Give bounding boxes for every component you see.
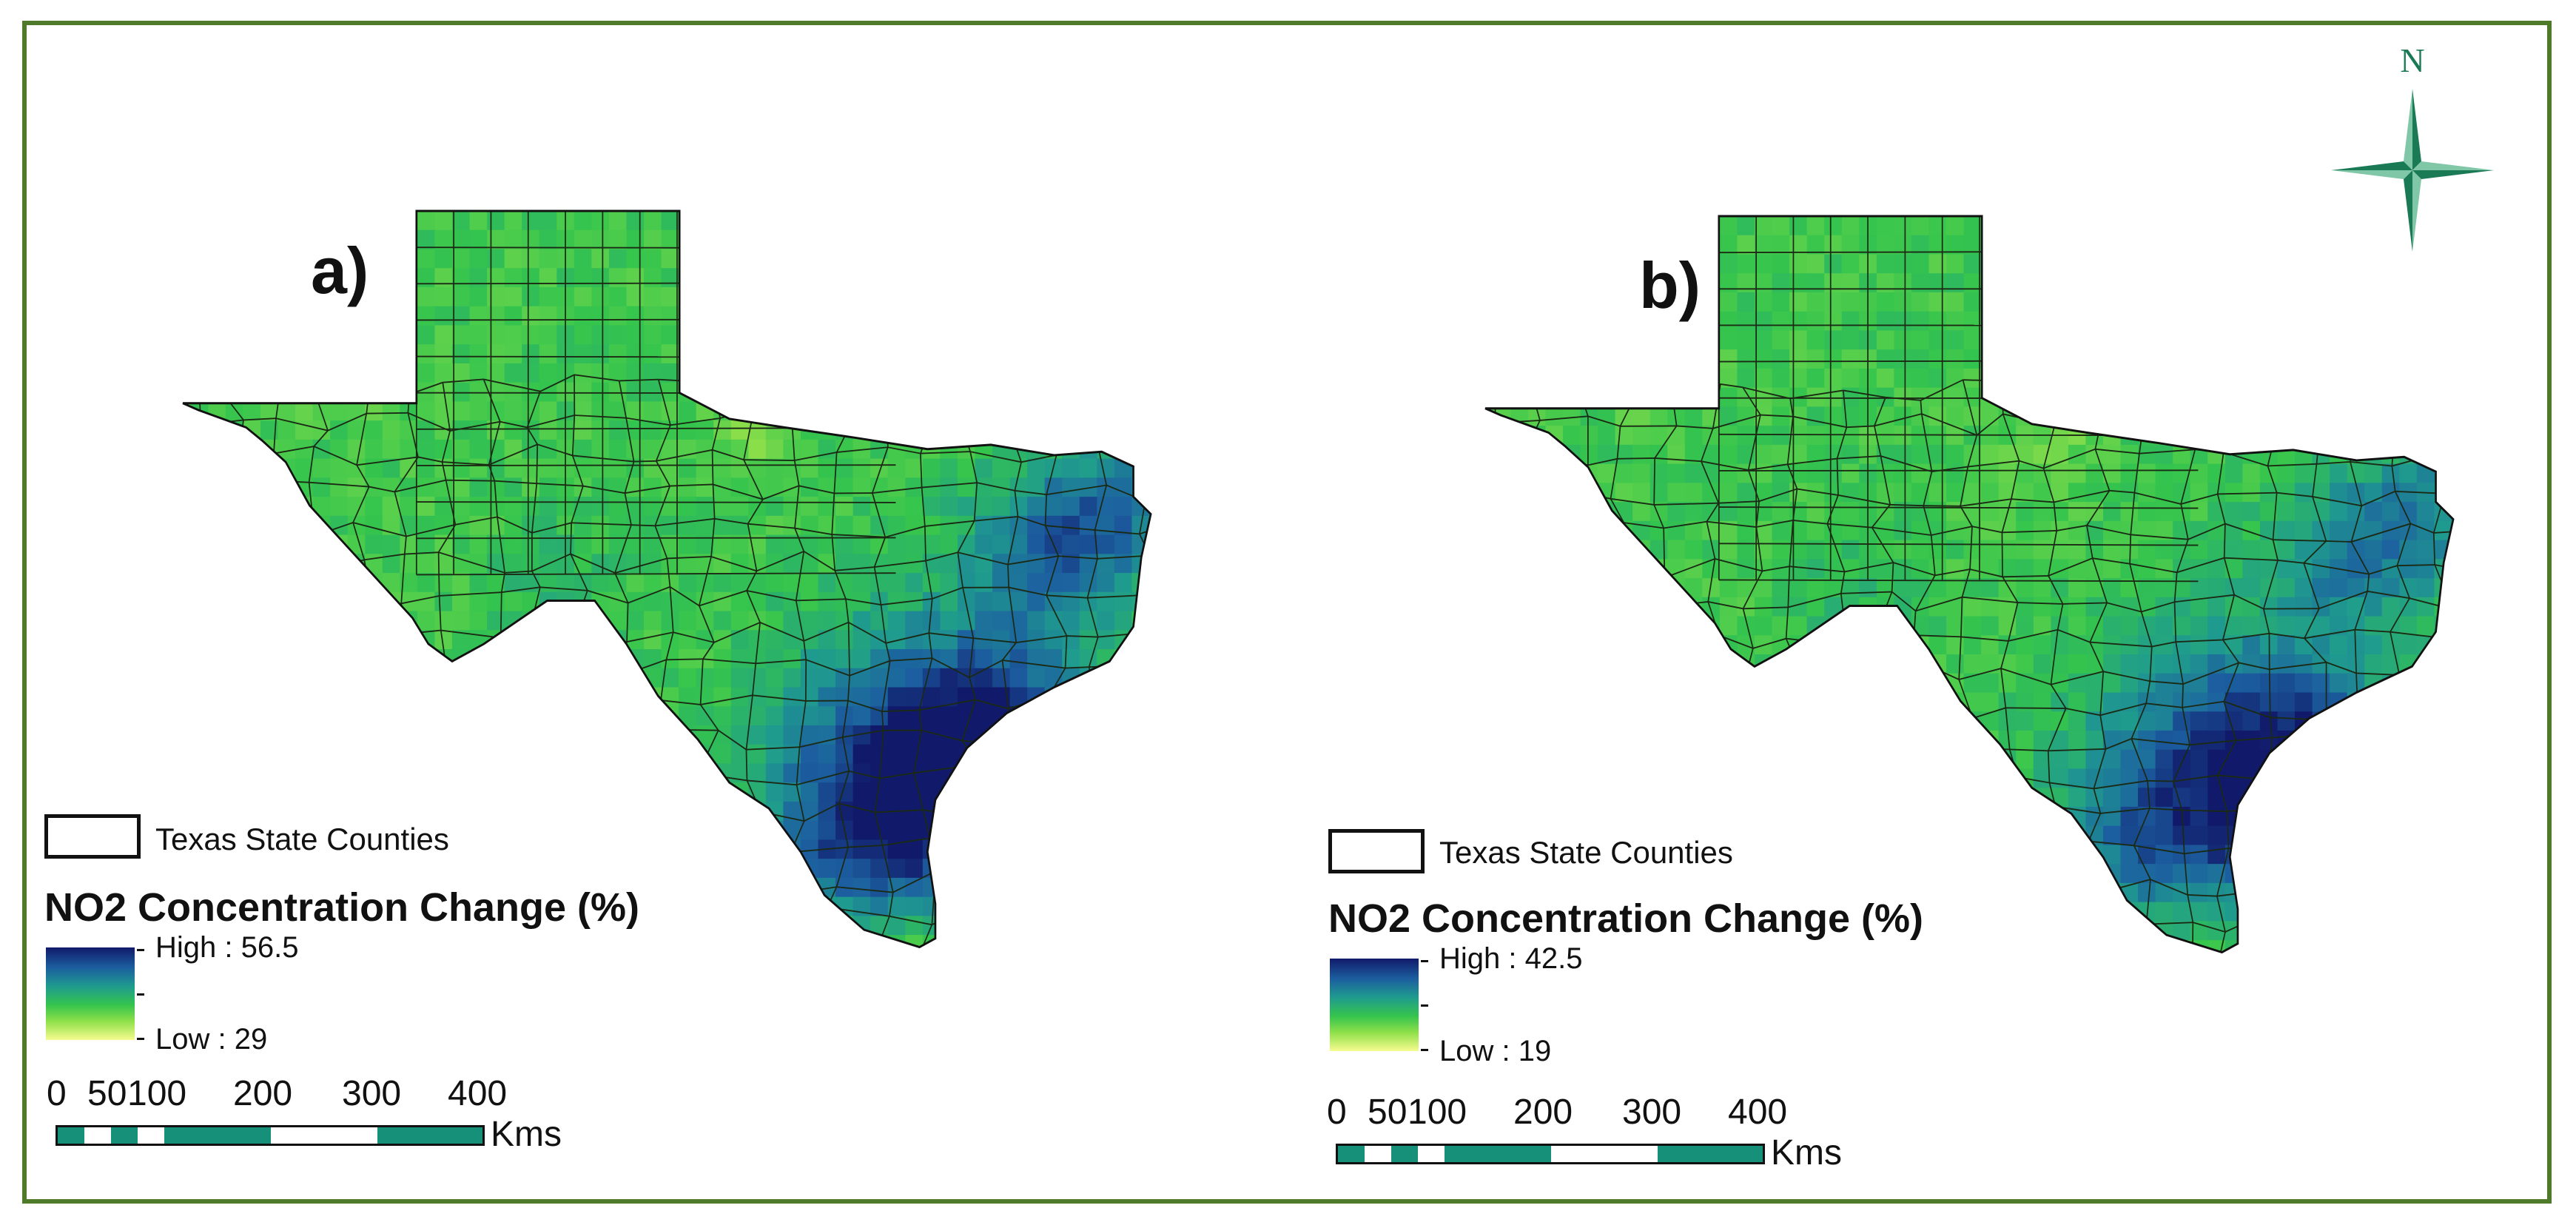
scale-bar-b: 0 50 100 200 300 400 Kms [1325, 1092, 1872, 1173]
scale-tick-300-a: 300 [342, 1074, 402, 1113]
county-legend-swatch-a [44, 814, 141, 859]
scale-bar-a: 0 50 100 200 300 400 Kms [44, 1073, 592, 1155]
ramp-tick-mid-a [137, 993, 144, 996]
scale-tick-400-a: 400 [448, 1074, 508, 1113]
panel-label-b: b) [1639, 249, 1701, 322]
scale-unit-b: Kms [1771, 1133, 1842, 1172]
scale-tick-100-a: 100 [127, 1074, 187, 1113]
scale-bar-graphic-a [56, 1125, 485, 1146]
scale-tick-0-a: 0 [47, 1074, 67, 1113]
county-legend-label-b: Texas State Counties [1439, 835, 1733, 870]
county-legend-swatch-b [1328, 829, 1425, 873]
legend-title-a: NO2 Concentration Change (%) [44, 885, 640, 930]
low-value-label-a: Low : 29 [155, 1023, 268, 1056]
ramp-tick-high-b [1421, 960, 1428, 962]
north-arrow: N [2316, 41, 2509, 255]
scale-tick-0-b: 0 [1327, 1093, 1347, 1132]
scale-tick-100-b: 100 [1408, 1093, 1467, 1132]
scale-tick-200-b: 200 [1513, 1093, 1573, 1132]
scale-tick-400-b: 400 [1728, 1093, 1788, 1132]
scale-tick-50-a: 50 [87, 1074, 127, 1113]
county-legend-label-a: Texas State Counties [155, 822, 449, 856]
ramp-tick-low-a [137, 1038, 144, 1040]
scale-tick-50-b: 50 [1368, 1093, 1408, 1132]
high-value-label-a: High : 56.5 [155, 931, 299, 964]
scale-tick-200-a: 200 [233, 1074, 293, 1113]
high-value-label-b: High : 42.5 [1439, 942, 1583, 975]
north-label: N [2400, 41, 2425, 79]
scale-bar-graphic-b [1336, 1144, 1765, 1164]
color-ramp-b [1330, 959, 1419, 1051]
color-ramp-a [46, 947, 135, 1040]
scale-tick-300-b: 300 [1622, 1093, 1682, 1132]
ramp-tick-high-a [137, 949, 144, 951]
low-value-label-b: Low : 19 [1439, 1035, 1552, 1067]
map-panel-a [181, 209, 1152, 948]
map-panel-b [1484, 215, 2455, 953]
panel-label-a: a) [311, 234, 369, 307]
legend-title-b: NO2 Concentration Change (%) [1328, 896, 1924, 941]
ramp-tick-mid-b [1421, 1004, 1428, 1007]
ramp-tick-low-b [1421, 1049, 1428, 1051]
scale-unit-a: Kms [491, 1115, 562, 1154]
compass-star-icon [2331, 89, 2494, 252]
